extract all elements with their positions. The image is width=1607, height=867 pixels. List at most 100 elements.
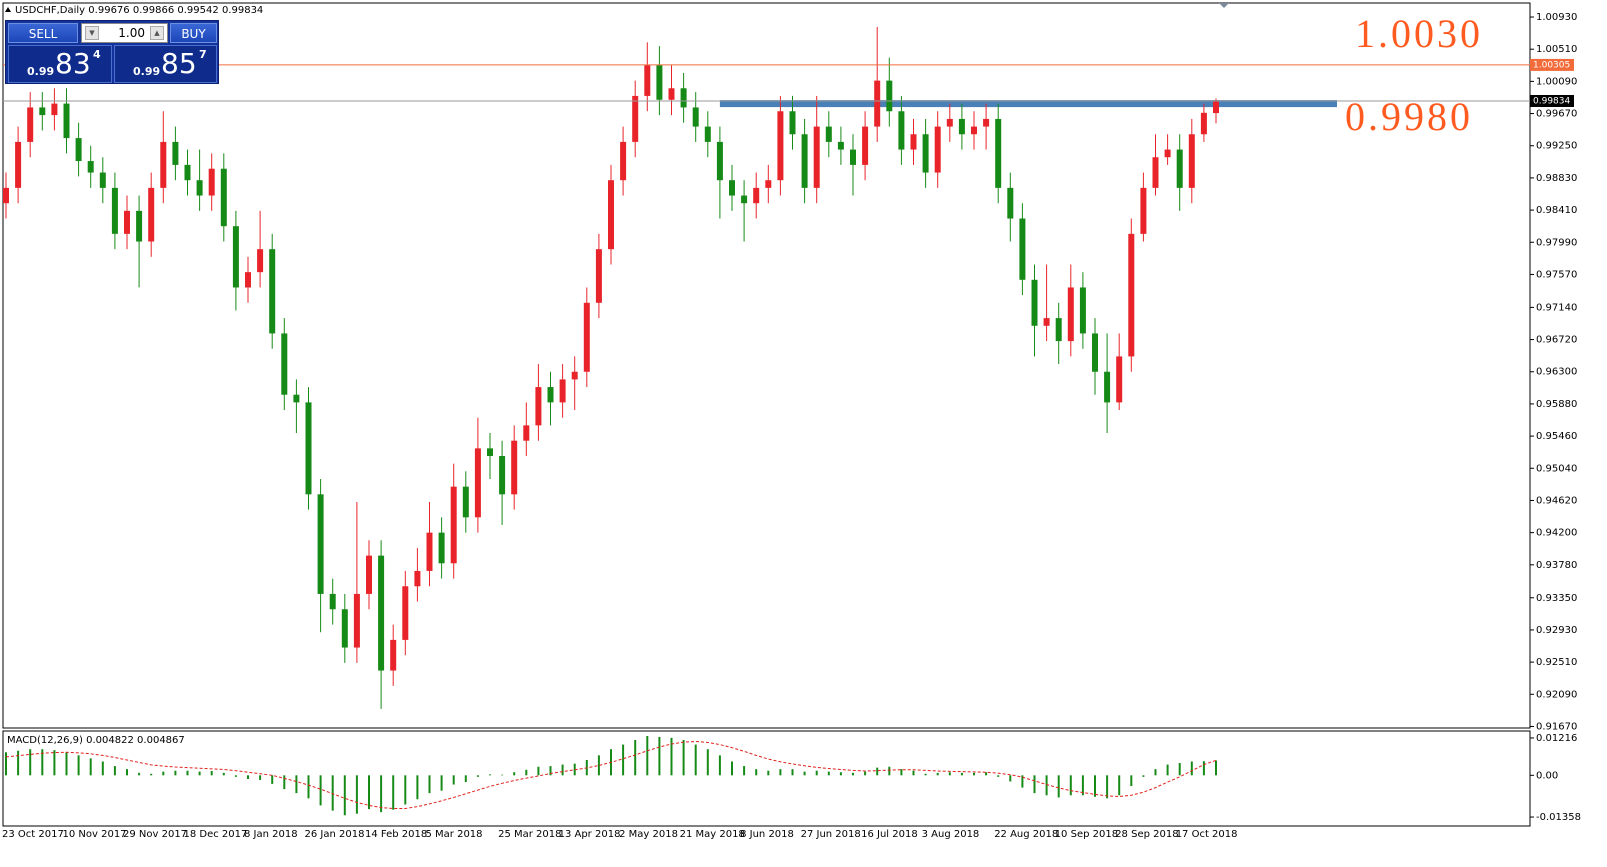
- candle-body: [414, 570, 421, 587]
- y-tick-label: 0.93780: [1536, 560, 1577, 571]
- candle-body: [644, 65, 651, 96]
- ask-price[interactable]: 0.99 85 7: [114, 45, 217, 83]
- y-tick-label: 1.00510: [1536, 44, 1577, 55]
- candle-body: [378, 555, 385, 671]
- x-tick-label: 25 Mar 2018: [498, 829, 561, 840]
- x-tick-label: 26 Jan 2018: [305, 829, 365, 840]
- x-tick-label: 28 Sep 2018: [1115, 829, 1178, 840]
- one-click-trading-panel: SELL ▼ 1.00 ▲ BUY 0.99 83 4 0.99 85 7: [5, 20, 219, 84]
- candle-body: [450, 486, 457, 564]
- bid-pip: 4: [93, 48, 101, 61]
- y-tick-label: 0.99670: [1536, 109, 1577, 120]
- candle-body: [995, 118, 1002, 188]
- candle-body: [438, 532, 445, 564]
- candle-body: [741, 195, 748, 204]
- candle-body: [777, 111, 784, 181]
- candle-body: [583, 302, 590, 372]
- candle-body: [983, 118, 990, 127]
- candle-body: [1176, 149, 1183, 188]
- x-tick-label: 18 Dec 2017: [184, 829, 248, 840]
- candle-body: [3, 187, 9, 204]
- x-tick-label: 2 May 2018: [619, 829, 678, 840]
- candle-body: [232, 226, 239, 288]
- candle-body: [1152, 157, 1159, 188]
- candle-body: [1019, 218, 1026, 280]
- price-level-label: 1.00305: [1533, 60, 1570, 70]
- candle-body: [257, 249, 264, 273]
- candle-body: [75, 138, 82, 162]
- x-tick-label: 21 May 2018: [680, 829, 745, 840]
- candle-body: [474, 448, 481, 518]
- resistance-zone: [719, 100, 1337, 108]
- y-tick-label: 0.98410: [1536, 205, 1577, 216]
- lot-increase[interactable]: ▲: [150, 26, 164, 40]
- candle-body: [1043, 318, 1050, 326]
- candle-body: [801, 134, 808, 188]
- candle-body: [608, 180, 614, 250]
- candle-body: [51, 103, 58, 116]
- bid-label: 0.99834: [1533, 96, 1570, 106]
- candle-body: [753, 187, 760, 204]
- y-tick-label: 0.91670: [1536, 721, 1577, 732]
- y-tick-label: 0.95880: [1536, 399, 1577, 410]
- x-tick-label: 23 Oct 2017: [2, 829, 64, 840]
- candle-body: [547, 387, 554, 403]
- candle-body: [63, 103, 70, 139]
- candle-body: [1007, 187, 1014, 219]
- y-tick-label: 0.99250: [1536, 141, 1577, 152]
- close-value: 0.99834: [222, 5, 263, 16]
- candle-body: [15, 141, 22, 188]
- candle-body: [910, 134, 917, 150]
- x-tick-label: 10 Sep 2018: [1055, 829, 1118, 840]
- bid-price[interactable]: 0.99 83 4: [8, 45, 112, 83]
- y-tick-label: 0.97140: [1536, 302, 1577, 313]
- chart-header: USDCHF,Daily 0.99676 0.99866 0.99542 0.9…: [15, 5, 263, 16]
- candle-body: [1128, 233, 1135, 357]
- candle-body: [1031, 279, 1038, 326]
- ask-small: 0.99: [133, 65, 161, 78]
- lot-decrease[interactable]: ▼: [85, 26, 99, 40]
- candle-body: [934, 126, 941, 173]
- candle-body: [1200, 112, 1207, 135]
- candle-body: [366, 555, 372, 594]
- y-tick-label: 0.93350: [1536, 593, 1577, 604]
- y-tick-label: 0.97570: [1536, 269, 1577, 280]
- y-tick-label: 0.92510: [1536, 657, 1577, 668]
- candle-body: [136, 210, 143, 242]
- lot-field[interactable]: ▼ 1.00 ▲: [81, 23, 168, 43]
- candle-body: [39, 107, 46, 116]
- bid-tag: [1530, 94, 1574, 107]
- ask-big: 85: [161, 47, 197, 80]
- candle-body: [99, 172, 106, 188]
- candle-body: [426, 532, 433, 571]
- sell-button[interactable]: SELL: [8, 23, 78, 43]
- macd-signal-line: [5, 741, 1217, 809]
- candle-body: [729, 180, 735, 196]
- x-tick-label: 22 Aug 2018: [994, 829, 1058, 840]
- candle-body: [148, 187, 155, 242]
- buy-button[interactable]: BUY: [170, 23, 217, 43]
- price-panel-frame: [2, 2, 1531, 729]
- candle-body: [692, 107, 699, 127]
- signal-value: 0.004867: [137, 735, 185, 746]
- macd-value: 0.004822: [86, 735, 134, 746]
- candle-body: [390, 639, 397, 671]
- candle-body: [716, 141, 723, 181]
- candle-body: [87, 161, 94, 173]
- candle-body: [765, 180, 772, 188]
- bid-big: 83: [55, 47, 91, 80]
- macd-y-tick-label: 0.00: [1536, 770, 1558, 781]
- candle-body: [789, 111, 796, 135]
- y-tick-label: 0.95460: [1536, 431, 1577, 442]
- candle-body: [196, 180, 203, 196]
- symbol: USDCHF,Daily: [15, 5, 85, 16]
- candle-body: [680, 88, 687, 108]
- ask-pip: 7: [199, 48, 207, 61]
- candle-body: [305, 402, 312, 495]
- candle-body: [1104, 371, 1111, 403]
- bid-small: 0.99: [27, 65, 55, 78]
- y-tick-label: 0.97990: [1536, 237, 1577, 248]
- x-tick-label: 16 Jul 2018: [861, 829, 918, 840]
- annotation: 1.0030: [1355, 11, 1483, 56]
